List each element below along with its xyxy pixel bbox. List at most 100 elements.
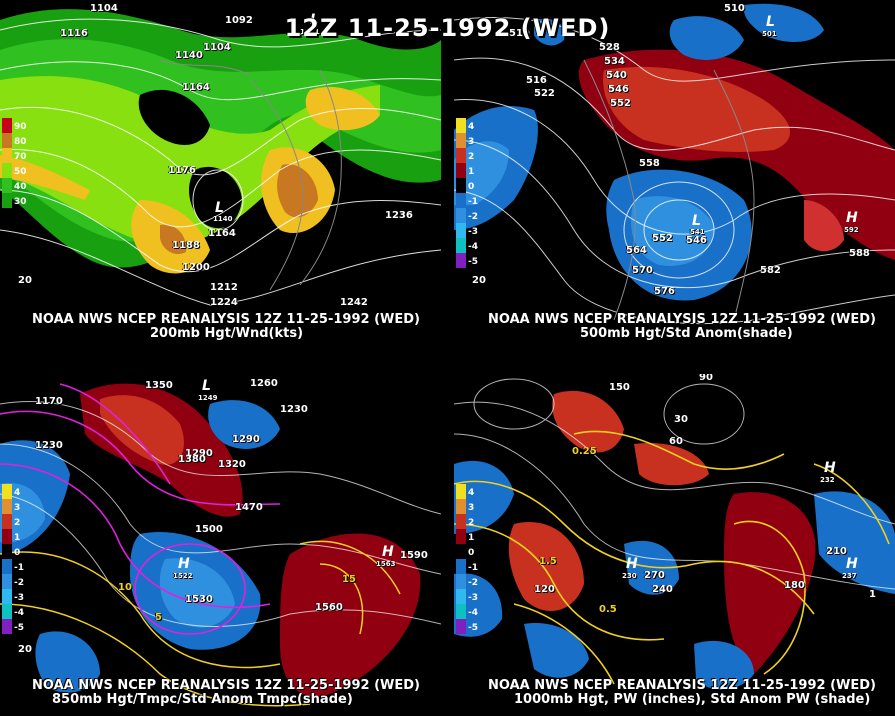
legend-value: -2 bbox=[468, 212, 478, 222]
contour-label: 1 bbox=[869, 589, 876, 600]
panel-850mb: 4 3 2 1 0 -1 -2 -3 -4 -5 1170 1230 1350 … bbox=[0, 374, 441, 716]
center-value: 541 bbox=[690, 228, 705, 236]
panel-product: 500mb Hgt/Std Anom(shade) bbox=[580, 326, 793, 341]
contour-label: 546 bbox=[608, 84, 629, 95]
map-200mb bbox=[0, 0, 441, 342]
panel-product: 200mb Hgt/Wnd(kts) bbox=[150, 326, 304, 341]
contour-label: 20 bbox=[18, 275, 32, 286]
legend-value: 40 bbox=[14, 182, 27, 192]
legend-value: 4 bbox=[468, 488, 475, 498]
panel-product: 850mb Hgt/Tmpc/Std Anom Tmpc(shade) bbox=[52, 692, 353, 707]
legend-value: -5 bbox=[14, 623, 24, 633]
contour-label: 576 bbox=[654, 286, 675, 297]
contour-label: 30 bbox=[674, 414, 688, 425]
contour-label: 522 bbox=[534, 88, 555, 99]
contour-label: 1164 bbox=[182, 82, 210, 93]
center-value: 237 bbox=[842, 572, 857, 580]
legend-value: 80 bbox=[14, 137, 27, 147]
high-center: H bbox=[824, 460, 836, 476]
legend-swatch bbox=[456, 133, 466, 148]
legend-value: 0 bbox=[468, 548, 475, 558]
legend-swatch bbox=[456, 529, 466, 544]
legend-swatch bbox=[456, 238, 466, 253]
contour-label: 20 bbox=[472, 275, 486, 286]
panel-source: NOAA NWS NCEP REANALYSIS 12Z 11-25-1992 … bbox=[488, 678, 876, 693]
legend-swatch bbox=[456, 193, 466, 208]
legend-value: -1 bbox=[14, 563, 24, 573]
contour-label: 15 bbox=[342, 574, 356, 585]
legend-value: 30 bbox=[14, 197, 27, 207]
legend-swatch bbox=[2, 133, 12, 148]
panel-product: 1000mb Hgt, PW (inches), Std Anom PW (sh… bbox=[514, 692, 871, 707]
legend-value: -1 bbox=[468, 563, 478, 573]
high-center: H bbox=[846, 210, 858, 226]
legend-swatch bbox=[2, 148, 12, 163]
center-value: 592 bbox=[844, 226, 859, 234]
legend-value: -4 bbox=[468, 242, 478, 252]
contour-label: 1212 bbox=[210, 282, 238, 293]
panel-source: NOAA NWS NCEP REANALYSIS 12Z 11-25-1992 … bbox=[32, 678, 420, 693]
contour-label: 1290 bbox=[232, 434, 260, 445]
contour-label: 0.25 bbox=[572, 446, 597, 457]
contour-label: 1104 bbox=[203, 42, 231, 53]
contour-label: 1320 bbox=[218, 459, 246, 470]
contour-label: 1170 bbox=[35, 396, 63, 407]
legend-swatch bbox=[456, 619, 466, 634]
contour-label: 270 bbox=[644, 570, 665, 581]
legend-swatch bbox=[2, 499, 12, 514]
legend-swatch bbox=[2, 163, 12, 178]
legend-swatch bbox=[2, 118, 12, 133]
map-850mb bbox=[0, 374, 441, 716]
contour-label: 180 bbox=[784, 580, 805, 591]
legend-200mb bbox=[2, 118, 12, 208]
legend-swatch bbox=[456, 118, 466, 133]
contour-label: 150 bbox=[609, 382, 630, 393]
legend-value: -5 bbox=[468, 257, 478, 267]
low-center: L bbox=[310, 12, 319, 28]
contour-label: 1380 bbox=[178, 454, 206, 465]
map-500mb bbox=[454, 0, 895, 342]
legend-swatch bbox=[456, 544, 466, 559]
legend-labels-200mb: 90 80 70 50 40 30 bbox=[14, 120, 27, 210]
contour-label: 1140 bbox=[175, 50, 203, 61]
legend-swatch bbox=[2, 589, 12, 604]
contour-label: 1560 bbox=[315, 602, 343, 613]
legend-swatch bbox=[456, 223, 466, 238]
contour-label: 534 bbox=[604, 56, 625, 67]
high-center: H bbox=[846, 556, 858, 572]
contour-label: 1176 bbox=[168, 165, 196, 176]
panel-1000mb: 4 3 2 1 0 -1 -2 -3 -4 -5 150 90 30 0.25 … bbox=[454, 374, 895, 716]
legend-value: 2 bbox=[468, 518, 475, 528]
contour-label: 1350 bbox=[145, 380, 173, 391]
contour-label: 1188 bbox=[172, 240, 200, 251]
legend-swatch bbox=[2, 529, 12, 544]
contour-label: 1116 bbox=[60, 28, 88, 39]
contour-label: 1224 bbox=[210, 297, 238, 308]
legend-500mb bbox=[456, 118, 466, 268]
contour-label: 240 bbox=[652, 584, 673, 595]
legend-swatch bbox=[456, 484, 466, 499]
contour-label: 540 bbox=[606, 70, 627, 81]
contour-label: 582 bbox=[760, 265, 781, 276]
legend-swatch bbox=[456, 559, 466, 574]
legend-850mb bbox=[2, 484, 12, 634]
contour-label: 1164 bbox=[208, 228, 236, 239]
contour-label: 5 bbox=[155, 612, 162, 623]
legend-swatch bbox=[456, 574, 466, 589]
legend-value: -3 bbox=[468, 593, 478, 603]
center-value: 1101 bbox=[300, 28, 320, 36]
contour-label: 1200 bbox=[182, 262, 210, 273]
center-value: 1140 bbox=[213, 215, 233, 223]
center-value: 1563 bbox=[376, 560, 396, 568]
legend-value: -5 bbox=[468, 623, 478, 633]
contour-label: 1590 bbox=[400, 550, 428, 561]
legend-value: 1 bbox=[468, 533, 475, 543]
legend-labels-850mb: 4 3 2 1 0 -1 -2 -3 -4 -5 bbox=[14, 486, 24, 636]
legend-swatch bbox=[2, 619, 12, 634]
contour-label: 1470 bbox=[235, 502, 263, 513]
legend-swatch bbox=[2, 559, 12, 574]
low-center: L bbox=[202, 378, 211, 394]
contour-label: 120 bbox=[534, 584, 555, 595]
panel-source: NOAA NWS NCEP REANALYSIS 12Z 11-25-1992 … bbox=[488, 312, 876, 327]
legend-swatch bbox=[2, 193, 12, 208]
